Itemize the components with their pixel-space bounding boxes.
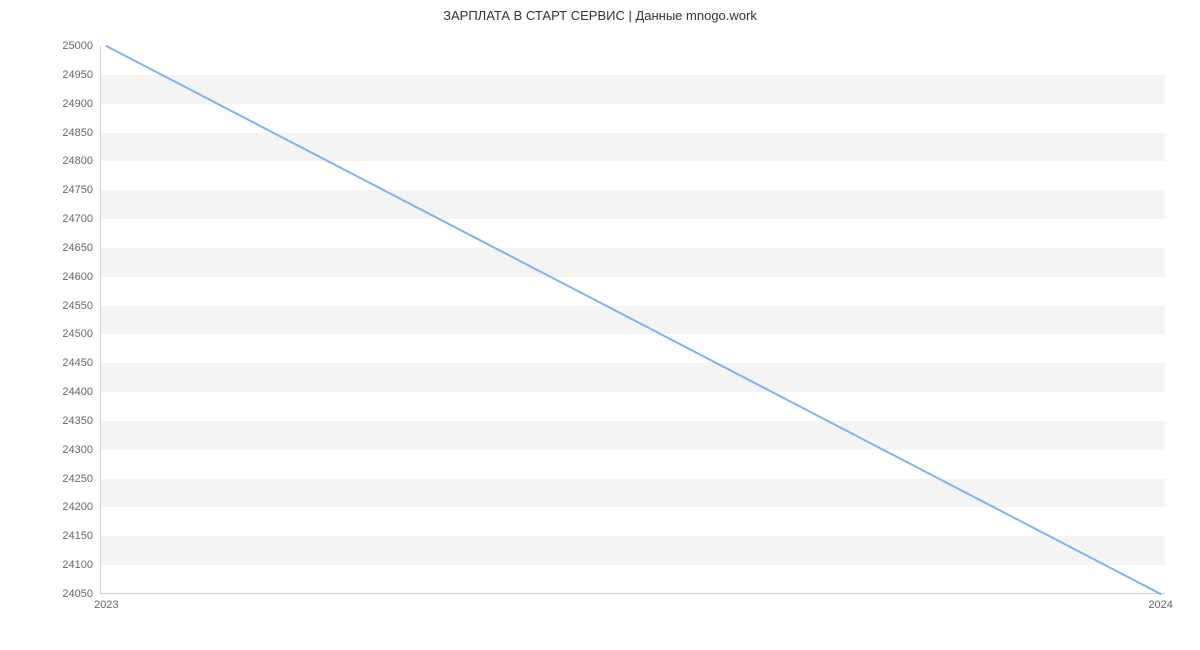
y-tick-label: 24200: [62, 501, 93, 513]
y-tick-label: 24050: [62, 588, 93, 600]
plot-area: 2405024100241502420024250243002435024400…: [100, 46, 1165, 594]
y-tick-label: 24600: [62, 271, 93, 283]
y-tick-label: 24700: [62, 213, 93, 225]
y-tick-label: 24650: [62, 242, 93, 254]
y-tick-label: 25000: [62, 40, 93, 52]
y-tick-label: 24400: [62, 386, 93, 398]
x-tick-label: 2023: [94, 599, 118, 611]
y-tick-label: 24100: [62, 559, 93, 571]
chart-title: ЗАРПЛАТА В СТАРТ СЕРВИС | Данные mnogo.w…: [0, 8, 1200, 23]
y-tick-label: 24850: [62, 127, 93, 139]
x-tick-label: 2024: [1148, 599, 1172, 611]
salary-chart: ЗАРПЛАТА В СТАРТ СЕРВИС | Данные mnogo.w…: [0, 0, 1200, 650]
y-tick-label: 24450: [62, 357, 93, 369]
line-layer: [101, 46, 1166, 594]
y-tick-label: 24250: [62, 473, 93, 485]
y-tick-label: 24750: [62, 184, 93, 196]
series-line-salary: [106, 46, 1160, 594]
y-tick-label: 24500: [62, 328, 93, 340]
y-tick-label: 24950: [62, 69, 93, 81]
y-tick-label: 24900: [62, 98, 93, 110]
y-tick-label: 24150: [62, 530, 93, 542]
y-tick-label: 24550: [62, 300, 93, 312]
y-tick-label: 24300: [62, 444, 93, 456]
y-tick-label: 24800: [62, 155, 93, 167]
y-tick-label: 24350: [62, 415, 93, 427]
